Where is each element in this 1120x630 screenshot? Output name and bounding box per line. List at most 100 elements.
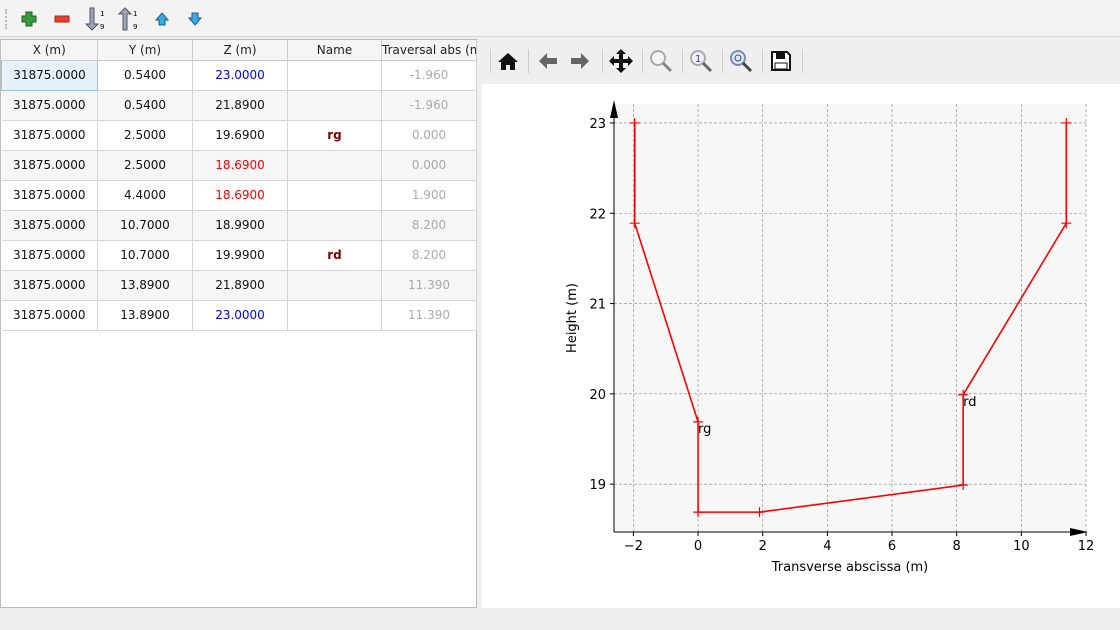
plot-area — [614, 104, 1086, 532]
cell-z[interactable]: 23.0000 — [192, 60, 288, 91]
cell-traversal[interactable]: 0.000 — [381, 120, 477, 151]
cell-name[interactable]: rg — [287, 120, 382, 151]
x-tick-label: 2 — [759, 539, 767, 554]
cell-z[interactable]: 21.8900 — [192, 270, 288, 301]
cell-traversal[interactable]: 8.200 — [381, 210, 477, 241]
point-marker — [693, 507, 704, 518]
table-row[interactable]: 31875.0000 0.5400 21.8900 -1.960 — [1, 90, 477, 121]
svg-text:9: 9 — [133, 23, 137, 31]
table-row[interactable]: 31875.0000 2.5000 18.6900 0.000 — [1, 150, 477, 181]
point-marker — [1061, 117, 1072, 128]
zoom-1-icon[interactable]: 1 — [687, 47, 715, 75]
table-row[interactable]: 31875.0000 4.4000 18.6900 1.900 — [1, 180, 477, 211]
header-y[interactable]: Y (m) — [97, 40, 193, 61]
cell-z[interactable]: 18.6900 — [192, 150, 288, 181]
cell-z[interactable]: 19.6900 — [192, 120, 288, 151]
forward-icon[interactable] — [566, 47, 594, 75]
point-marker — [629, 218, 640, 229]
zoom-icon[interactable] — [647, 47, 675, 75]
points-table-panel: X (m) Y (m) Z (m) Name Traversal abs (m … — [0, 39, 477, 608]
cell-x[interactable]: 31875.0000 — [1, 270, 98, 301]
remove-row-icon[interactable] — [50, 7, 74, 31]
move-down-icon[interactable] — [183, 7, 207, 31]
cell-traversal[interactable]: -1.960 — [381, 90, 477, 121]
x-tick-label: 4 — [823, 539, 831, 554]
cell-y[interactable]: 0.5400 — [97, 60, 193, 91]
point-marker — [958, 389, 969, 400]
header-name[interactable]: Name — [287, 40, 382, 61]
cell-z[interactable]: 18.6900 — [192, 180, 288, 211]
cell-traversal[interactable]: 8.200 — [381, 240, 477, 271]
table-row[interactable]: 31875.0000 10.7000 18.9900 8.200 — [1, 210, 477, 241]
cell-name[interactable] — [287, 60, 382, 91]
cell-traversal[interactable]: 0.000 — [381, 150, 477, 181]
y-tick-label: 19 — [589, 478, 606, 493]
cell-traversal[interactable]: 11.390 — [381, 270, 477, 301]
header-x[interactable]: X (m) — [1, 40, 98, 61]
table-row[interactable]: 31875.0000 0.5400 23.0000 -1.960 — [1, 59, 477, 91]
table-row[interactable]: 31875.0000 13.8900 23.0000 11.390 — [1, 300, 477, 331]
point-marker — [693, 416, 704, 427]
y-tick-label: 22 — [589, 207, 606, 222]
x-axis-label: Transverse abscissa (m) — [771, 560, 929, 575]
cell-z[interactable]: 18.9900 — [192, 210, 288, 241]
cell-name[interactable] — [287, 300, 382, 331]
cell-y[interactable]: 13.8900 — [97, 270, 193, 301]
cell-y[interactable]: 10.7000 — [97, 210, 193, 241]
x-tick-label: −2 — [624, 539, 643, 554]
table-row[interactable]: 31875.0000 10.7000 19.9900 rd 8.200 — [1, 240, 477, 271]
cell-y[interactable]: 4.4000 — [97, 180, 193, 211]
point-marker — [1061, 218, 1072, 229]
back-icon[interactable] — [534, 47, 562, 75]
cell-x[interactable]: 31875.0000 — [1, 180, 98, 211]
table-row[interactable]: 31875.0000 13.8900 21.8900 11.390 — [1, 270, 477, 301]
cell-x[interactable]: 31875.0000 — [1, 90, 98, 121]
cell-name[interactable] — [287, 180, 382, 211]
point-annotation: rd — [963, 395, 976, 410]
y-axis-label: Height (m) — [565, 283, 580, 353]
cell-y[interactable]: 2.5000 — [97, 120, 193, 151]
save-icon[interactable] — [767, 47, 795, 75]
cell-y[interactable]: 0.5400 — [97, 90, 193, 121]
zoom-fit-icon[interactable] — [727, 47, 755, 75]
header-z[interactable]: Z (m) — [192, 40, 288, 61]
cell-x[interactable]: 31875.0000 — [1, 300, 98, 331]
status-bar — [0, 608, 1120, 630]
cell-y[interactable]: 2.5000 — [97, 150, 193, 181]
cell-name[interactable] — [287, 150, 382, 181]
cell-x[interactable]: 31875.0000 — [1, 150, 98, 181]
home-icon[interactable] — [494, 47, 522, 75]
cell-x[interactable]: 31875.0000 — [1, 240, 98, 271]
table-row[interactable]: 31875.0000 2.5000 19.6900 rg 0.000 — [1, 120, 477, 151]
svg-text:9: 9 — [100, 23, 104, 31]
cell-x[interactable]: 31875.0000 — [1, 120, 98, 151]
toolbar-grip[interactable] — [5, 9, 8, 29]
point-marker — [754, 507, 765, 518]
cell-y[interactable]: 13.8900 — [97, 300, 193, 331]
cell-name[interactable]: rd — [287, 240, 382, 271]
cell-name[interactable] — [287, 270, 382, 301]
cell-name[interactable] — [287, 90, 382, 121]
cell-z[interactable]: 19.9900 — [192, 240, 288, 271]
cell-z[interactable]: 23.0000 — [192, 300, 288, 331]
cell-traversal[interactable]: 11.390 — [381, 300, 477, 331]
cell-y[interactable]: 10.7000 — [97, 240, 193, 271]
plot-toolbar: 1 — [482, 39, 1120, 84]
y-tick-label: 23 — [589, 117, 606, 132]
header-traversal[interactable]: Traversal abs (m — [381, 40, 477, 61]
x-tick-label: 0 — [694, 539, 702, 554]
cell-z[interactable]: 21.8900 — [192, 90, 288, 121]
x-tick-label: 10 — [1013, 539, 1030, 554]
move-up-icon[interactable] — [150, 7, 174, 31]
add-row-icon[interactable] — [17, 7, 41, 31]
cell-x[interactable]: 31875.0000 — [1, 59, 98, 91]
cell-traversal[interactable]: -1.960 — [381, 60, 477, 91]
pan-icon[interactable] — [607, 47, 635, 75]
cell-x[interactable]: 31875.0000 — [1, 210, 98, 241]
x-tick-label: 6 — [888, 539, 896, 554]
cell-traversal[interactable]: 1.900 — [381, 180, 477, 211]
cell-name[interactable] — [287, 210, 382, 241]
